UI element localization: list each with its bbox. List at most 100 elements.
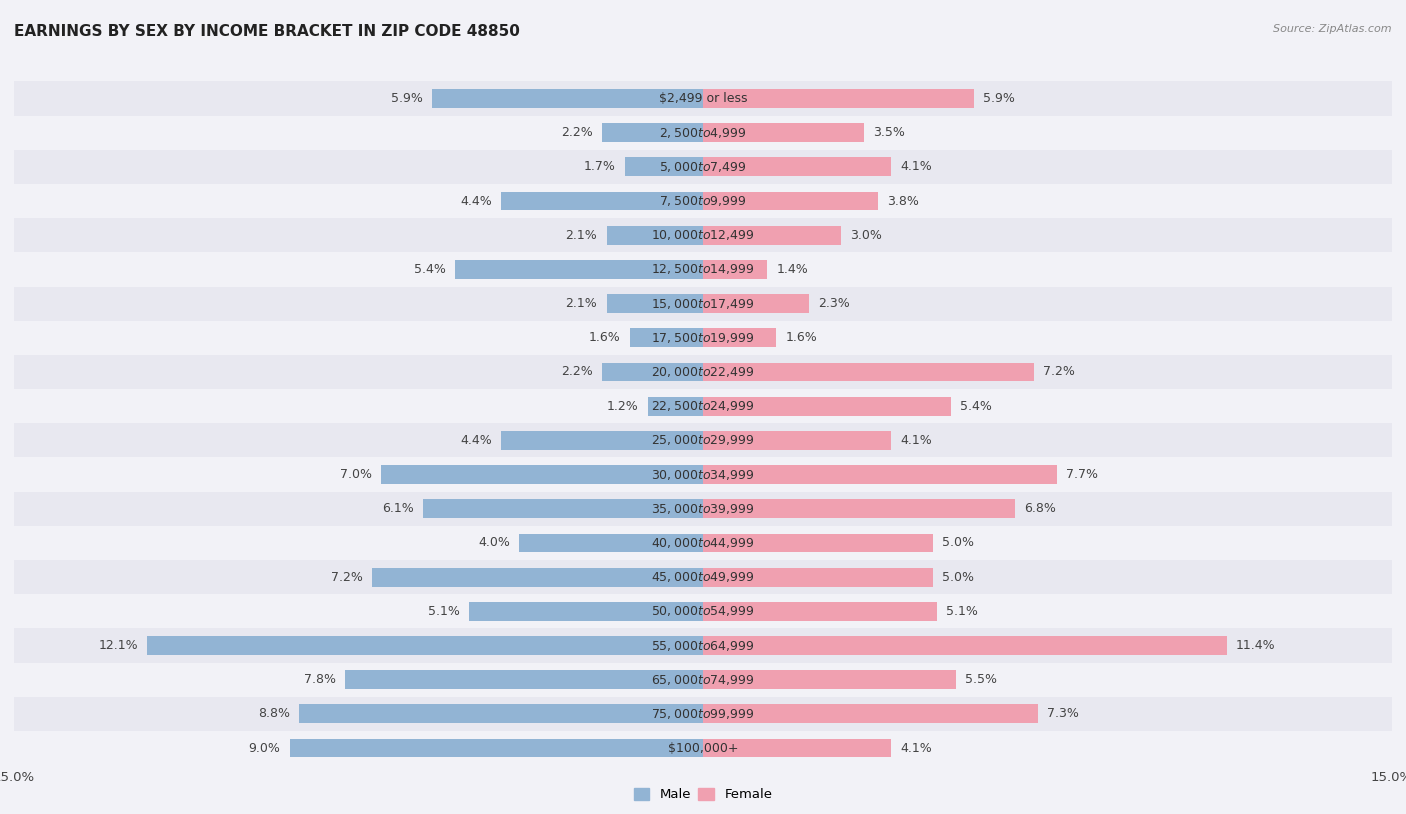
Bar [14, 252, 1392, 287]
Text: 4.1%: 4.1% [900, 160, 932, 173]
Text: $45,000 to $49,999: $45,000 to $49,999 [651, 570, 755, 584]
Bar [703, 123, 863, 142]
Text: $20,000 to $22,499: $20,000 to $22,499 [651, 365, 755, 379]
Bar [703, 396, 950, 416]
Text: 1.6%: 1.6% [786, 331, 817, 344]
Text: $100,000+: $100,000+ [668, 742, 738, 755]
Bar [14, 218, 1392, 252]
Text: EARNINGS BY SEX BY INCOME BRACKET IN ZIP CODE 48850: EARNINGS BY SEX BY INCOME BRACKET IN ZIP… [14, 24, 520, 39]
Text: 5.0%: 5.0% [942, 536, 974, 549]
Text: 5.4%: 5.4% [413, 263, 446, 276]
Bar [456, 260, 703, 279]
Text: $22,500 to $24,999: $22,500 to $24,999 [651, 399, 755, 414]
Text: 5.5%: 5.5% [965, 673, 997, 686]
Bar [703, 328, 776, 348]
Text: 2.2%: 2.2% [561, 365, 593, 379]
Bar [703, 465, 1057, 484]
Bar [602, 362, 703, 382]
Text: $2,499 or less: $2,499 or less [659, 92, 747, 105]
Bar [14, 594, 1392, 628]
Text: 9.0%: 9.0% [249, 742, 280, 755]
Bar [703, 704, 1038, 724]
Bar [344, 670, 703, 689]
Bar [703, 191, 877, 211]
Bar [648, 396, 703, 416]
Bar [703, 225, 841, 245]
Bar [381, 465, 703, 484]
Text: $15,000 to $17,499: $15,000 to $17,499 [651, 296, 755, 311]
Text: $17,500 to $19,999: $17,500 to $19,999 [651, 330, 755, 345]
Bar [703, 670, 956, 689]
Bar [501, 431, 703, 450]
Text: 4.4%: 4.4% [460, 195, 492, 208]
Bar [14, 731, 1392, 765]
Bar [14, 321, 1392, 355]
Bar [703, 567, 932, 587]
Bar [14, 560, 1392, 594]
Text: $7,500 to $9,999: $7,500 to $9,999 [659, 194, 747, 208]
Text: 7.2%: 7.2% [1043, 365, 1074, 379]
Bar [14, 355, 1392, 389]
Bar [703, 89, 974, 108]
Text: 7.7%: 7.7% [1066, 468, 1098, 481]
Text: 1.4%: 1.4% [776, 263, 808, 276]
Text: 5.9%: 5.9% [983, 92, 1015, 105]
Bar [501, 191, 703, 211]
Bar [624, 157, 703, 177]
Text: $10,000 to $12,499: $10,000 to $12,499 [651, 228, 755, 243]
Bar [602, 123, 703, 142]
Text: 4.1%: 4.1% [900, 742, 932, 755]
Text: 3.5%: 3.5% [873, 126, 905, 139]
Bar [703, 260, 768, 279]
Bar [14, 81, 1392, 116]
Text: $55,000 to $64,999: $55,000 to $64,999 [651, 638, 755, 653]
Bar [703, 294, 808, 313]
Bar [703, 499, 1015, 519]
Bar [14, 389, 1392, 423]
Text: 1.6%: 1.6% [589, 331, 620, 344]
Bar [14, 423, 1392, 457]
Bar [703, 738, 891, 758]
Bar [14, 697, 1392, 731]
Bar [630, 328, 703, 348]
Bar [14, 492, 1392, 526]
Text: $50,000 to $54,999: $50,000 to $54,999 [651, 604, 755, 619]
Text: 11.4%: 11.4% [1236, 639, 1275, 652]
Bar [14, 663, 1392, 697]
Text: 2.1%: 2.1% [565, 229, 598, 242]
Text: 1.7%: 1.7% [583, 160, 616, 173]
Text: 7.3%: 7.3% [1047, 707, 1080, 720]
Text: $5,000 to $7,499: $5,000 to $7,499 [659, 160, 747, 174]
Bar [703, 533, 932, 553]
Bar [14, 116, 1392, 150]
Text: 1.2%: 1.2% [607, 400, 638, 413]
Text: 7.8%: 7.8% [304, 673, 336, 686]
Text: 6.8%: 6.8% [1025, 502, 1056, 515]
Text: 4.4%: 4.4% [460, 434, 492, 447]
Text: $2,500 to $4,999: $2,500 to $4,999 [659, 125, 747, 140]
Bar [299, 704, 703, 724]
Bar [468, 602, 703, 621]
Bar [14, 628, 1392, 663]
Bar [703, 602, 938, 621]
Legend: Male, Female: Male, Female [628, 782, 778, 807]
Text: $75,000 to $99,999: $75,000 to $99,999 [651, 707, 755, 721]
Text: 5.1%: 5.1% [427, 605, 460, 618]
Bar [290, 738, 703, 758]
Bar [148, 636, 703, 655]
Text: 8.8%: 8.8% [257, 707, 290, 720]
Text: 4.0%: 4.0% [478, 536, 510, 549]
Bar [519, 533, 703, 553]
Bar [14, 184, 1392, 218]
Text: 2.1%: 2.1% [565, 297, 598, 310]
Bar [14, 150, 1392, 184]
Text: $65,000 to $74,999: $65,000 to $74,999 [651, 672, 755, 687]
Text: 3.8%: 3.8% [887, 195, 918, 208]
Text: 2.3%: 2.3% [818, 297, 849, 310]
Bar [606, 294, 703, 313]
Text: 2.2%: 2.2% [561, 126, 593, 139]
Text: 12.1%: 12.1% [98, 639, 138, 652]
Text: 5.0%: 5.0% [942, 571, 974, 584]
Text: Source: ZipAtlas.com: Source: ZipAtlas.com [1274, 24, 1392, 34]
Bar [14, 287, 1392, 321]
